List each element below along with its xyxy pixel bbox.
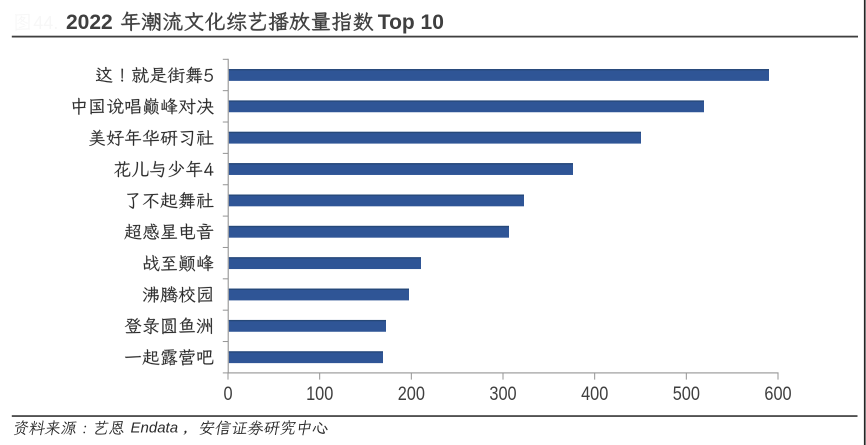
svg-text:2022: 2022	[66, 11, 113, 34]
svg-text:200: 200	[398, 383, 425, 405]
svg-text:44.: 44.	[33, 13, 58, 33]
svg-text:300: 300	[489, 383, 516, 405]
svg-text:Top 10: Top 10	[378, 11, 444, 34]
svg-text:500: 500	[673, 383, 700, 405]
svg-text:Endata: Endata	[131, 420, 179, 437]
svg-text:400: 400	[581, 383, 608, 405]
svg-text:0: 0	[223, 383, 232, 405]
svg-text:100: 100	[306, 383, 333, 405]
svg-text:600: 600	[764, 383, 791, 405]
